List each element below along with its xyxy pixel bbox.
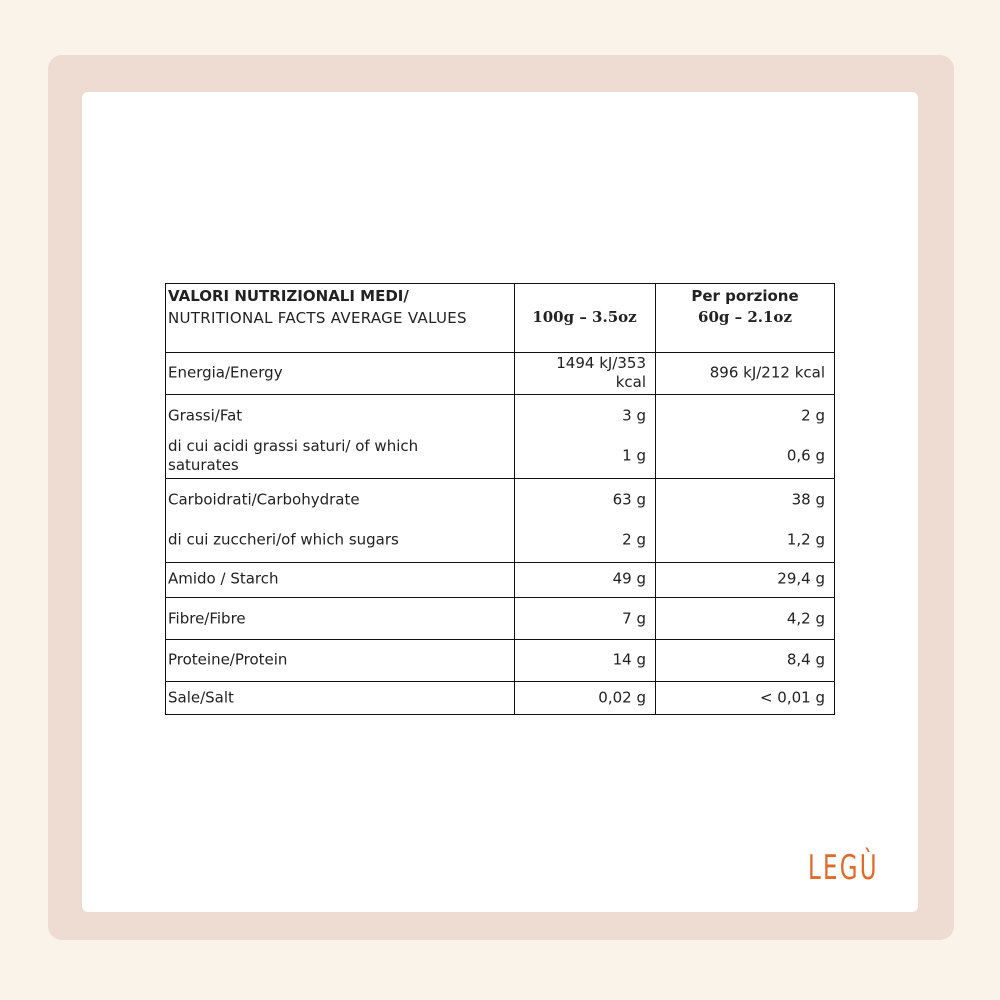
- value-portion: 896 kJ/212 kcal: [709, 363, 825, 382]
- row-divider: [165, 394, 835, 395]
- row-label: Proteine/Protein: [168, 650, 288, 669]
- nutrition-table: [165, 283, 835, 715]
- header-subtitle: NUTRITIONAL FACTS AVERAGE VALUES: [168, 309, 467, 327]
- value-100g: 1494 kJ/353 kcal: [556, 354, 646, 391]
- column-divider: [514, 283, 515, 715]
- logo: LEGÙ: [808, 848, 879, 888]
- row-label: Carboidrati/Carbohydrate: [168, 490, 360, 509]
- header-portion: Per porzione: [691, 287, 799, 305]
- header-100g: 100g – 3.5oz: [532, 308, 637, 326]
- value-portion: < 0,01 g: [759, 688, 825, 707]
- value-100g: 49 g: [612, 569, 646, 588]
- value-portion: 38 g: [791, 490, 825, 509]
- value-portion: 29,4 g: [777, 569, 825, 588]
- value-portion: 4,2 g: [786, 609, 825, 628]
- header-title: VALORI NUTRIZIONALI MEDI/: [168, 287, 409, 305]
- header-portion-size: 60g – 2.1oz: [698, 308, 792, 326]
- value-100g: 3 g: [622, 406, 646, 425]
- column-divider: [655, 283, 656, 715]
- row-label: di cui acidi grassi saturi/ of which sat…: [168, 437, 419, 474]
- value-100g: 2 g: [622, 530, 646, 549]
- row-label: Energia/Energy: [168, 363, 283, 382]
- row-label: Grassi/Fat: [168, 406, 243, 425]
- row-label: Amido / Starch: [168, 569, 279, 588]
- value-100g: 0,02 g: [598, 688, 646, 707]
- row-label: Fibre/Fibre: [168, 609, 246, 628]
- row-divider: [165, 352, 835, 353]
- value-100g: 14 g: [612, 650, 646, 669]
- value-100g: 1 g: [622, 446, 646, 465]
- value-portion: 0,6 g: [786, 446, 825, 465]
- row-divider: [165, 478, 835, 479]
- row-divider: [165, 562, 835, 563]
- row-label: di cui zuccheri/of which sugars: [168, 530, 399, 549]
- value-portion: 8,4 g: [786, 650, 825, 669]
- row-divider: [165, 681, 835, 682]
- value-100g: 63 g: [612, 490, 646, 509]
- row-label: Sale/Salt: [168, 688, 234, 707]
- row-divider: [165, 639, 835, 640]
- value-portion: 1,2 g: [786, 530, 825, 549]
- value-portion: 2 g: [801, 406, 825, 425]
- value-100g: 7 g: [622, 609, 646, 628]
- row-divider: [165, 597, 835, 598]
